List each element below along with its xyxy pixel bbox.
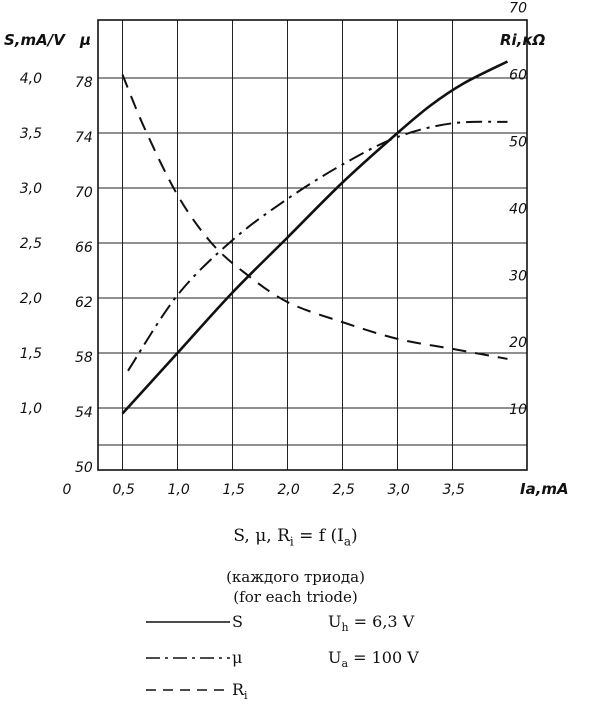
x-tick-label: 1,5 bbox=[223, 482, 245, 498]
characteristics-chart: 0 0,5 1,0 1,5 2,0 2,5 3,0 3,5 1,0 1,5 2,0 2,5 3,0 3,5… bbox=[4, 1, 569, 498]
s-tick-label: 4,0 bbox=[20, 71, 42, 87]
legend-name: Ri bbox=[232, 680, 248, 703]
s-tick-label: 1,5 bbox=[20, 346, 42, 362]
s-tick-label: 3,0 bbox=[20, 181, 42, 197]
mu-tick-label: 54 bbox=[75, 405, 93, 421]
legend-name: S bbox=[232, 612, 243, 631]
mu-tick-label: 78 bbox=[75, 75, 93, 91]
note-english: (for each triode) bbox=[233, 588, 358, 606]
legend-condition: Ua = 100 V bbox=[328, 648, 419, 671]
left-axis-mu-label: μ bbox=[79, 31, 91, 49]
tick-labels: 0 0,5 1,0 1,5 2,0 2,5 3,0 3,5 1,0 1,5 2,0 2,5 3,0 3,5… bbox=[20, 1, 527, 498]
ri-tick-label: 60 bbox=[509, 68, 527, 84]
series-line-μ bbox=[127, 120, 508, 372]
s-tick-label: 2,5 bbox=[20, 236, 42, 252]
legend-item-Ri: Ri bbox=[146, 680, 566, 702]
x-tick-label: 2,5 bbox=[333, 482, 355, 498]
formula-sub2: a bbox=[343, 534, 351, 549]
ri-tick-label: 40 bbox=[509, 201, 527, 217]
formula-end: ) bbox=[350, 526, 358, 546]
mu-tick-label: 50 bbox=[75, 460, 93, 476]
s-tick-label: 2,0 bbox=[20, 291, 42, 307]
formula-sub: i bbox=[289, 534, 294, 549]
mu-tick-label: 62 bbox=[75, 295, 93, 311]
plot-frame bbox=[97, 19, 528, 471]
legend-name: μ bbox=[232, 648, 243, 667]
legend-line-dashdot bbox=[146, 657, 230, 659]
x-tick-label: 2,0 bbox=[278, 482, 300, 498]
note-russian: (каждого триода) bbox=[226, 568, 365, 586]
ri-tick-label: 30 bbox=[509, 268, 527, 284]
s-tick-label: 1,0 bbox=[20, 401, 42, 417]
mu-tick-label: 74 bbox=[75, 130, 93, 146]
x-axis-label: Ia,mA bbox=[520, 480, 569, 498]
x-tick-label: 1,0 bbox=[168, 482, 190, 498]
series-line-S bbox=[121, 60, 509, 415]
mu-tick-label: 58 bbox=[75, 350, 93, 366]
legend-item-S: S Uh = 6,3 V bbox=[146, 612, 566, 634]
frame-rect bbox=[97, 19, 528, 471]
chart-formula: S, μ, Ri = f (Ia) bbox=[0, 526, 591, 548]
curves bbox=[121, 60, 509, 415]
ri-tick-label: 70 bbox=[509, 1, 527, 17]
formula-rest: = f (I bbox=[293, 526, 344, 546]
formula-main: S, μ, R bbox=[233, 526, 290, 546]
s-tick-label: 3,5 bbox=[20, 126, 42, 142]
ri-tick-label: 20 bbox=[509, 335, 527, 351]
grid bbox=[98, 20, 527, 470]
ri-tick-label: 10 bbox=[509, 402, 527, 418]
x-tick-label: 0 bbox=[63, 482, 72, 498]
legend-line-solid bbox=[146, 621, 230, 623]
mu-tick-label: 66 bbox=[75, 240, 93, 256]
ri-tick-label: 50 bbox=[509, 135, 527, 151]
legend-item-mu: μ Ua = 100 V bbox=[146, 648, 566, 670]
mu-tick-label: 70 bbox=[75, 185, 93, 201]
legend-line-dashed bbox=[146, 689, 230, 691]
x-tick-label: 3,5 bbox=[443, 482, 465, 498]
x-tick-label: 3,0 bbox=[388, 482, 410, 498]
left-axis-S-label: S,mA/V bbox=[4, 31, 66, 49]
x-tick-label: 0,5 bbox=[113, 482, 135, 498]
series-line-Ri bbox=[121, 74, 508, 360]
legend-condition: Uh = 6,3 V bbox=[328, 612, 415, 635]
right-axis-Ri-label: Ri,кΩ bbox=[500, 31, 546, 49]
